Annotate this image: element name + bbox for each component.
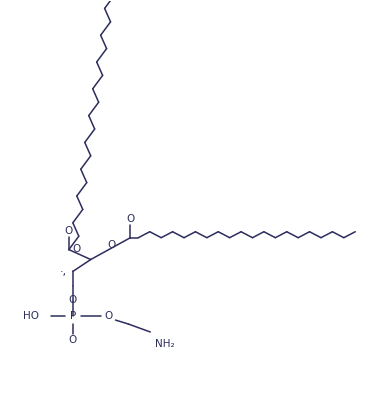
Text: ·,: ·, <box>60 267 67 277</box>
Text: O: O <box>65 226 73 236</box>
Text: O: O <box>69 335 77 345</box>
Text: O: O <box>108 240 116 250</box>
Text: NH₂: NH₂ <box>155 339 175 349</box>
Text: HO: HO <box>23 311 39 321</box>
Text: O: O <box>69 295 77 305</box>
Text: O: O <box>105 311 113 321</box>
Text: O: O <box>73 244 81 253</box>
Text: P: P <box>70 311 76 321</box>
Text: O: O <box>126 214 135 224</box>
